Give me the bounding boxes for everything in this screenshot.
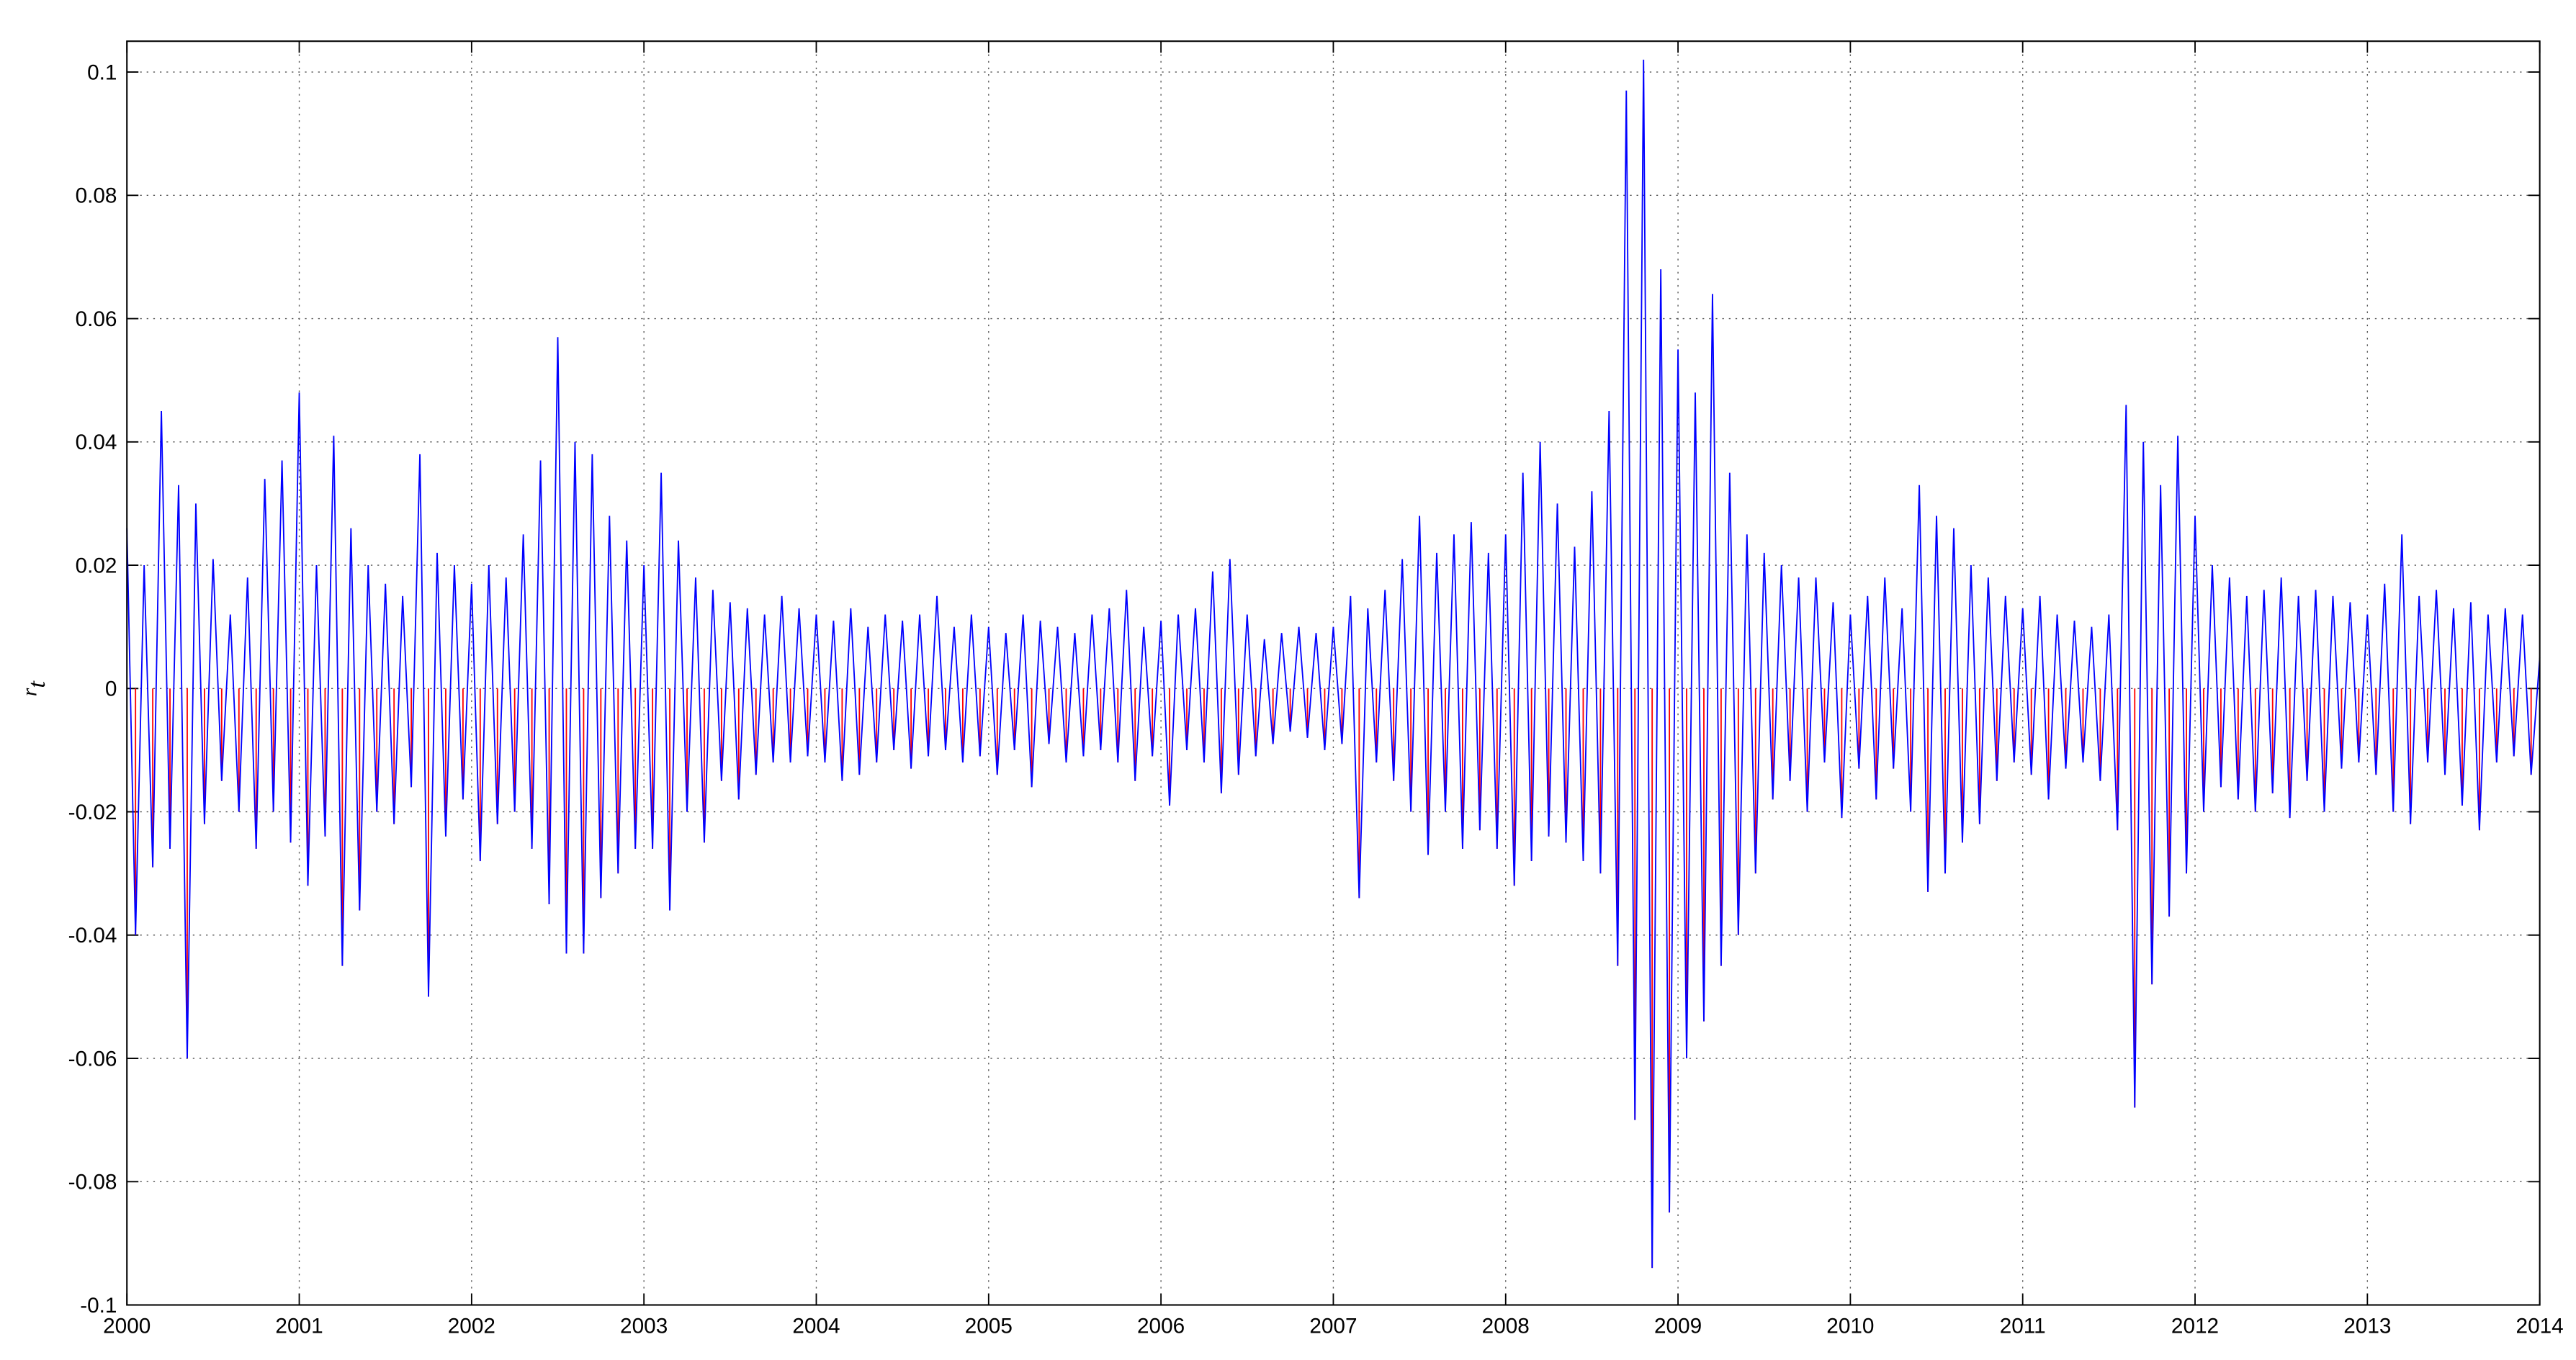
y-label-base: r xyxy=(17,688,41,696)
x-tick-label: 2014 xyxy=(2516,1314,2564,1338)
y-tick-label: 0.06 xyxy=(76,307,117,331)
x-tick-label: 2006 xyxy=(1137,1314,1185,1338)
x-tick-label: 2002 xyxy=(448,1314,495,1338)
y-tick-label: -0.08 xyxy=(68,1171,117,1194)
x-tick-label: 2009 xyxy=(1654,1314,1702,1338)
series-line xyxy=(126,59,2541,1269)
x-tick-label: 2004 xyxy=(792,1314,840,1338)
y-tick-label: -0.04 xyxy=(68,924,117,947)
y-tick-label: 0 xyxy=(105,677,117,701)
x-tick-label: 2003 xyxy=(620,1314,668,1338)
y-tick-label: 0.04 xyxy=(76,431,117,454)
y-label-subscript: t xyxy=(23,680,50,688)
x-tick-label: 2008 xyxy=(1482,1314,1530,1338)
y-tick-label: -0.1 xyxy=(80,1294,117,1318)
x-tick-label: 2010 xyxy=(1826,1314,1874,1338)
x-tick-label: 2012 xyxy=(2171,1314,2219,1338)
x-tick-label: 2007 xyxy=(1309,1314,1357,1338)
y-tick-label: 0.08 xyxy=(76,184,117,208)
y-tick-label: -0.06 xyxy=(68,1047,117,1071)
x-tick-label: 2001 xyxy=(275,1314,323,1338)
x-tick-label: 2000 xyxy=(103,1314,151,1338)
x-tick-label: 2013 xyxy=(2343,1314,2391,1338)
x-tick-label: 2011 xyxy=(2000,1314,2046,1338)
y-tick-label: 0.02 xyxy=(76,554,117,577)
y-axis-label: rt xyxy=(17,680,50,697)
plot-frame xyxy=(126,40,2541,1306)
x-tick-label: 2005 xyxy=(965,1314,1013,1338)
y-tick-label: 0.1 xyxy=(87,60,117,84)
y-tick-label: -0.02 xyxy=(68,801,117,824)
